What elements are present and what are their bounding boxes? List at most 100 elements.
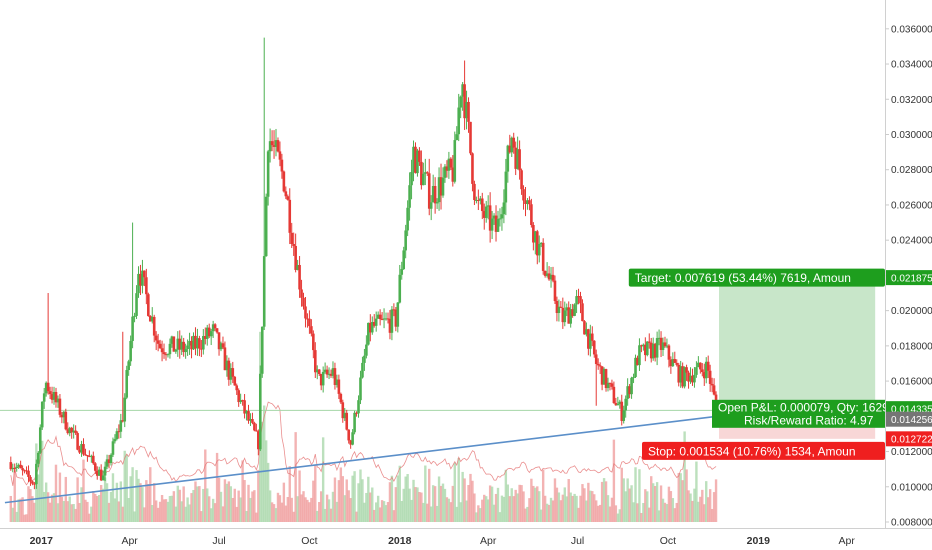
candle-body	[457, 107, 461, 135]
volume-bar	[443, 488, 447, 522]
volume-bar	[384, 505, 388, 522]
volume-bar	[316, 510, 319, 522]
volume-bar	[404, 476, 407, 522]
volume-bar	[677, 472, 680, 522]
candle-body	[535, 231, 539, 256]
target-price-tag-bg	[886, 270, 932, 286]
volume-bar	[329, 508, 333, 522]
volume-bar	[351, 475, 354, 522]
candle-body	[647, 341, 651, 343]
candle-body	[534, 231, 537, 243]
candle-body	[152, 316, 156, 336]
candle-body	[455, 134, 459, 141]
candle-body	[671, 359, 675, 367]
volume-bar	[543, 495, 547, 522]
candle-body	[231, 368, 235, 377]
volume-bar	[58, 472, 62, 522]
candle-body	[651, 343, 655, 359]
volume-bar	[44, 482, 48, 522]
volume-bar	[166, 501, 170, 522]
candle-body	[196, 338, 199, 349]
volume-bar	[373, 509, 376, 522]
candle-body	[162, 352, 166, 355]
volume-bar	[74, 508, 77, 522]
candle-body	[492, 215, 496, 219]
candle-body	[274, 140, 278, 147]
volume-bar	[583, 488, 586, 522]
volume-bar	[679, 473, 682, 522]
candle-body	[257, 431, 260, 450]
volume-bar	[113, 498, 117, 522]
target-price-tag-text: 0.021875	[891, 273, 932, 284]
candle-body	[339, 393, 343, 403]
volume-bar	[109, 491, 113, 522]
volume-bar	[78, 502, 81, 522]
candle-body	[382, 318, 386, 320]
volume-bar	[465, 500, 468, 522]
candle-body	[280, 159, 284, 172]
volume-bar	[284, 505, 288, 522]
candle-body	[630, 377, 633, 395]
volume-bar	[483, 494, 486, 522]
volume-bar	[188, 504, 191, 522]
volume-bar	[200, 511, 203, 522]
candle-body	[127, 361, 130, 371]
candle-body	[359, 377, 362, 401]
candle-body	[223, 347, 227, 371]
candle-body	[693, 374, 696, 383]
candle-body	[66, 429, 70, 434]
candle-body	[84, 454, 87, 456]
volume-bar	[573, 493, 576, 522]
price-tick-label: 0.028000	[891, 165, 932, 176]
volume-bar	[630, 485, 633, 522]
volume-bar	[441, 483, 445, 522]
volume-bar	[105, 483, 109, 522]
candle-body	[661, 342, 665, 350]
volume-bar	[62, 501, 66, 522]
candle-body	[11, 467, 15, 470]
candle-body	[443, 166, 447, 178]
candle-body	[48, 391, 52, 395]
volume-bar	[614, 505, 618, 522]
candle-body	[145, 277, 148, 295]
candle-body	[139, 273, 142, 286]
candle-body	[553, 280, 557, 302]
candle-body	[590, 333, 594, 341]
candle-body	[433, 186, 437, 204]
candle-body	[95, 470, 99, 476]
volume-bar	[56, 503, 60, 522]
candle-body	[247, 411, 250, 421]
volume-bar	[622, 478, 625, 522]
time-tick-label: Oct	[660, 535, 676, 547]
volume-bar	[135, 470, 138, 522]
candle-body	[225, 360, 229, 371]
volume-bar	[430, 506, 433, 522]
candle-body	[465, 101, 468, 119]
candle-body	[581, 303, 584, 322]
price-tick-label: 0.036000	[891, 24, 932, 35]
volume-bar	[176, 485, 179, 522]
price-tick-label: 0.024000	[891, 236, 932, 247]
volume-bar	[394, 487, 398, 522]
position-labels: Target: 0.007619 (53.44%) 7619, Amoun Sto…	[628, 268, 896, 460]
volume-bar	[272, 504, 276, 522]
candle-body	[317, 369, 321, 374]
candle-body	[282, 171, 286, 192]
candle-body	[561, 307, 565, 323]
volume-bar	[587, 482, 590, 522]
volume-bar	[585, 500, 588, 522]
candle-body	[164, 354, 168, 356]
volume-bar	[186, 497, 189, 522]
volume-bar	[708, 489, 712, 522]
candle-body	[137, 273, 140, 294]
volume-bar	[406, 474, 409, 522]
candle-body	[418, 150, 421, 162]
candle-body	[25, 470, 28, 472]
volume-bar	[471, 480, 474, 522]
candle-body	[42, 393, 46, 402]
candle-body	[270, 141, 274, 146]
candle-body	[125, 370, 129, 398]
volume-bar	[457, 457, 460, 522]
price-tick-label: 0.026000	[891, 200, 932, 211]
